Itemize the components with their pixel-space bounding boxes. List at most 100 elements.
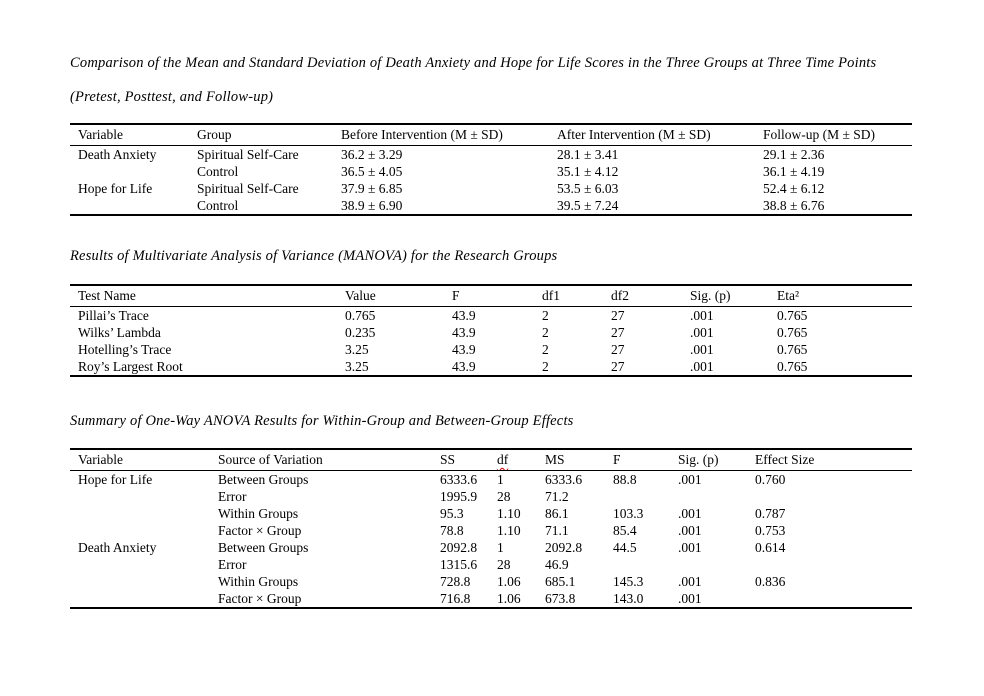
table-cell: 39.5 ± 7.24 [557,197,619,213]
table-cell: 86.1 [545,505,569,521]
table-cell: 44.5 [613,539,637,555]
table-row: Control 38.9 ± 6.90 39.5 ± 7.24 38.8 ± 6.76 [70,197,912,215]
table-cell [670,488,747,505]
table-cell: .001 [690,358,714,374]
table-cell: .001 [690,324,714,340]
table-row: Hope for Life Spiritual Self-Care 37.9 ± 6… [70,180,912,197]
column-header: Test Name [70,285,337,307]
table-cell: Within Groups [218,505,299,521]
table-cell: 0.765 [777,341,808,357]
table-cell: .001 [678,471,702,487]
table-cell: 27 [611,307,625,323]
section-descriptives: Comparison of the Mean and Standard Devi… [70,56,912,216]
table-cell: 6333.6 [440,471,478,487]
table-cell: Within Groups [218,573,299,589]
table-cell: Hotelling’s Trace [78,341,172,357]
table-cell: 2092.8 [545,539,583,555]
table-cell: .001 [678,539,702,555]
table-cell: 2 [542,341,549,357]
table-cell: Death Anxiety [78,539,157,555]
table-cell: 27 [611,324,625,340]
table-cell: 2 [542,307,549,323]
table-cell: 35.1 ± 4.12 [557,163,619,179]
table-cell: 0.760 [755,471,786,487]
table-cell: 673.8 [545,590,576,606]
table-cell: .001 [690,341,714,357]
table-cell: 1 [497,471,504,487]
column-header: df2 [603,285,682,307]
table-cell: Factor × Group [218,590,302,606]
table-cell [70,590,210,608]
table-cell: 6333.6 [545,471,583,487]
table-cell [670,556,747,573]
table-cell: 2 [542,358,549,374]
table-cell: 53.5 ± 6.03 [557,180,619,196]
column-header: Value [337,285,444,307]
table-row: Roy’s Largest Root 3.25 43.9 2 27 .001 0.765 [70,358,912,376]
column-header: Source of Variation [210,449,432,471]
descriptives-table: Variable Group Before Intervention (M ± SD… [70,123,912,216]
table-cell [70,573,210,590]
table-cell: Error [218,488,247,504]
table-cell: Between Groups [218,539,309,555]
column-header: Eta² [769,285,912,307]
table-cell: Between Groups [218,471,309,487]
table-row: Error 1315.6 28 46.9 [70,556,912,573]
table-row: Control 36.5 ± 4.05 35.1 ± 4.12 36.1 ± 4.19 [70,163,912,180]
table-cell: 28 [497,488,511,504]
table-cell [70,163,189,180]
column-header: Sig. (p) [682,285,769,307]
table-cell: Control [197,163,239,179]
table-row: Pillai’s Trace 0.765 43.9 2 27 .001 0.765 [70,307,912,325]
table-cell: 95.3 [440,505,464,521]
table-cell: 0.753 [755,522,786,538]
table-caption: Results of Multivariate Analysis of Vari… [70,248,558,264]
table-cell: 36.1 ± 4.19 [763,163,825,179]
table-cell: 1.06 [497,590,521,606]
table-cell [605,556,670,573]
table-row: Death Anxiety Spiritual Self-Care 36.2 ± 3… [70,146,912,164]
table-cell [747,556,912,573]
table-row: Wilks’ Lambda 0.235 43.9 2 27 .001 0.765 [70,324,912,341]
table-cell: 78.8 [440,522,464,538]
table-cell: Error [218,556,247,572]
table-row: Within Groups 95.3 1.10 86.1 103.3 .001 0.787 [70,505,912,522]
table-cell: 1 [497,539,504,555]
table-row: Hope for Life Between Groups 6333.6 1 6333.6… [70,471,912,489]
section-manova: Results of Multivariate Analysis of Vari… [70,249,912,377]
table-cell: 28.1 ± 3.41 [557,146,619,162]
table-cell: 0.765 [777,358,808,374]
table-cell: 685.1 [545,573,576,589]
column-header: SS [432,449,489,471]
table-cell: Hope for Life [78,180,153,196]
table-cell: 27 [611,358,625,374]
table-row: Factor × Group 78.8 1.10 71.1 85.4 .001 0.753 [70,522,912,539]
column-header: F [605,449,670,471]
table-cell: 43.9 [452,307,476,323]
table-cell: 143.0 [613,590,644,606]
table-cell [605,488,670,505]
column-header: After Intervention (M ± SD) [549,124,755,146]
table-row: Error 1995.9 28 71.2 [70,488,912,505]
anova-table: Variable Source of Variation SS df MS F Sig. (… [70,448,912,609]
table-cell: .001 [678,590,702,606]
table-cell: 0.614 [755,539,786,555]
column-header: Follow-up (M ± SD) [755,124,912,146]
table-cell: 0.787 [755,505,786,521]
table-cell: 36.5 ± 4.05 [341,163,403,179]
table-cell: 38.9 ± 6.90 [341,197,403,213]
table-cell: 0.765 [777,324,808,340]
table-caption: Comparison of the Mean and Standard Devi… [70,55,877,71]
table-cell: 37.9 ± 6.85 [341,180,403,196]
table-cell: 716.8 [440,590,471,606]
table-cell: 3.25 [345,341,369,357]
table-cell: Wilks’ Lambda [78,324,161,340]
table-cell: 27 [611,341,625,357]
column-header: Sig. (p) [670,449,747,471]
table-cell: 3.25 [345,358,369,374]
table-cell: 1.10 [497,522,521,538]
table-caption-continued: (Pretest, Posttest, and Follow-up) [70,89,274,105]
table-cell: 38.8 ± 6.76 [763,197,825,213]
table-cell: Pillai’s Trace [78,307,149,323]
